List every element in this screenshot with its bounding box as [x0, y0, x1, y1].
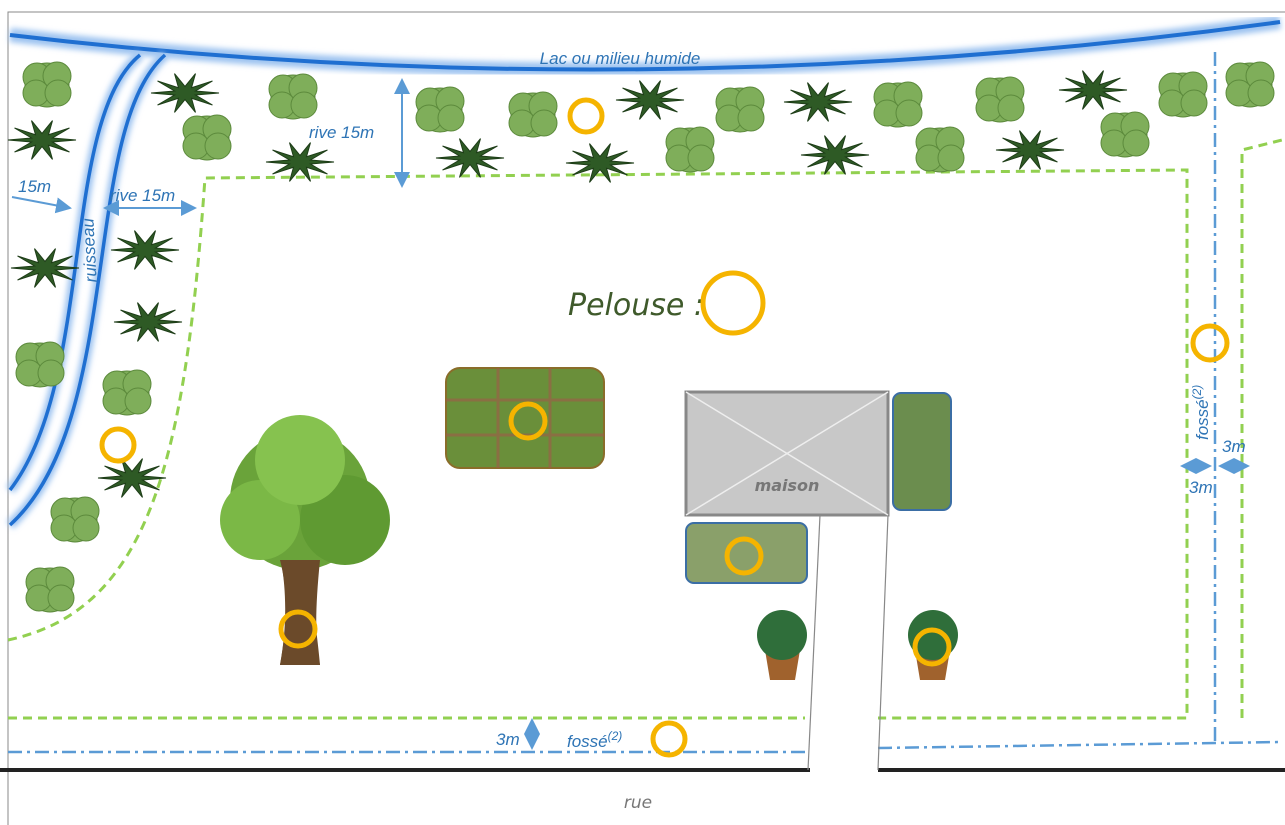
lake-label: Lac ou milieu humide [540, 49, 701, 68]
vegetation [8, 62, 1274, 612]
street-label: rue [624, 793, 652, 813]
planters [757, 610, 958, 680]
buffer-label: rive 15m [309, 123, 374, 142]
shrub [1101, 112, 1149, 157]
conifer [801, 136, 869, 175]
marker-ring [102, 429, 134, 461]
ditch-name: fossé [1193, 399, 1212, 440]
lake: Lac ou milieu humide [10, 22, 1280, 70]
conifer [114, 303, 182, 342]
width-label: 3m [1189, 478, 1213, 497]
ditch-note: (2) [608, 729, 623, 743]
lawn-ring [703, 273, 763, 333]
shrub-part [438, 105, 464, 131]
ditch-label: fossé(2) [567, 729, 622, 751]
shrub-part [1181, 90, 1207, 116]
shrub-part [48, 585, 74, 611]
shrub-part [738, 105, 764, 131]
shrub-part [531, 110, 557, 136]
shrub [26, 567, 74, 612]
conifer [111, 231, 179, 270]
marker-ring [653, 723, 685, 755]
shrub-part [291, 92, 317, 118]
conifer [266, 143, 334, 182]
buffer-label: 15m [18, 177, 51, 196]
shrub [23, 62, 71, 107]
shrub [509, 92, 557, 137]
conifer [436, 139, 504, 178]
width-label: 3m [496, 730, 520, 749]
shrub-part [205, 133, 231, 159]
vegetable-garden [446, 368, 604, 468]
shrub [269, 74, 317, 119]
conifer [784, 83, 852, 122]
shrub-part [688, 145, 714, 171]
shrub-part [1123, 130, 1149, 156]
shrub [1226, 62, 1274, 107]
marker-ring [1193, 326, 1227, 360]
shrub [666, 127, 714, 172]
street: rue [0, 515, 1285, 813]
width-label: 3m [1222, 437, 1246, 456]
shrub [716, 87, 764, 132]
shrub [16, 342, 64, 387]
marker-ring [570, 100, 602, 132]
shrub [416, 87, 464, 132]
house: maison [686, 392, 888, 515]
site-plan: Lac ou milieu humide ruisseau rue rive 1… [0, 0, 1285, 825]
shrub [103, 370, 151, 415]
dimension-arrows [12, 80, 1248, 748]
shrub [874, 82, 922, 127]
ditch-name: fossé [567, 732, 608, 751]
conifer [566, 144, 634, 183]
lawn-label: Pelouse : [568, 288, 704, 323]
property-limits [8, 140, 1282, 718]
ditch-note: (2) [1190, 385, 1204, 400]
shrub-part [938, 145, 964, 171]
conifer [616, 81, 684, 120]
shrub-part [1248, 80, 1274, 106]
ditch-label: fossé(2) [1190, 385, 1212, 440]
buffer-label: rive 15m [110, 186, 175, 205]
conifer [996, 131, 1064, 170]
shrub-part [998, 95, 1024, 121]
shrub-part [38, 360, 64, 386]
conifer [151, 74, 219, 113]
shrub-part [73, 515, 99, 541]
shrub [51, 497, 99, 542]
stream-label: ruisseau [78, 217, 100, 283]
shrub [1159, 72, 1207, 117]
tree [220, 415, 390, 665]
house-label: maison [755, 476, 820, 495]
shrub [976, 77, 1024, 122]
shrub [916, 127, 964, 172]
conifer [1059, 71, 1127, 110]
shrub-part [45, 80, 71, 106]
conifer [98, 459, 166, 498]
shrub-part [896, 100, 922, 126]
conifer [8, 121, 76, 160]
shrub-part [125, 388, 151, 414]
shrub [183, 115, 231, 160]
